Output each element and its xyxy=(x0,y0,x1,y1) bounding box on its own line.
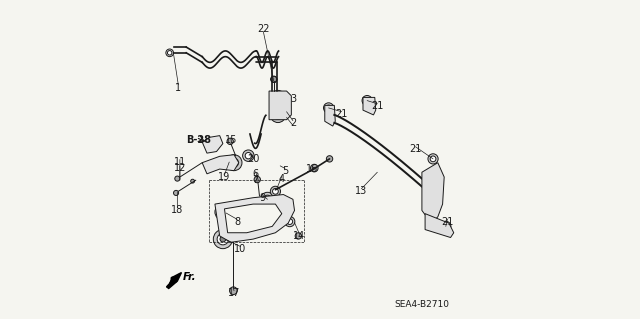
Text: 3: 3 xyxy=(290,94,296,104)
Text: 4: 4 xyxy=(279,174,285,184)
Text: 7: 7 xyxy=(253,175,259,185)
Circle shape xyxy=(221,210,225,214)
Circle shape xyxy=(215,204,231,220)
Text: 19: 19 xyxy=(218,172,230,182)
Circle shape xyxy=(285,217,295,227)
Circle shape xyxy=(227,138,234,145)
Circle shape xyxy=(245,152,252,159)
Text: 11: 11 xyxy=(173,157,186,167)
Polygon shape xyxy=(166,272,182,288)
Text: Fr.: Fr. xyxy=(182,272,196,282)
Circle shape xyxy=(276,113,280,117)
Circle shape xyxy=(204,138,216,150)
Circle shape xyxy=(273,189,278,194)
Polygon shape xyxy=(422,163,444,223)
Circle shape xyxy=(326,105,332,111)
Circle shape xyxy=(323,103,333,113)
Text: 20: 20 xyxy=(247,154,259,165)
Circle shape xyxy=(428,154,438,164)
Circle shape xyxy=(175,176,180,181)
Text: 6: 6 xyxy=(253,169,259,179)
Circle shape xyxy=(274,93,282,101)
Circle shape xyxy=(226,155,242,171)
Circle shape xyxy=(273,110,282,119)
Polygon shape xyxy=(269,91,291,120)
Circle shape xyxy=(270,186,280,197)
Text: 15: 15 xyxy=(225,135,237,145)
Circle shape xyxy=(310,164,318,172)
Text: 22: 22 xyxy=(257,24,269,34)
Text: 9: 9 xyxy=(260,193,266,203)
Text: 1: 1 xyxy=(175,83,181,93)
Circle shape xyxy=(213,230,232,249)
Circle shape xyxy=(243,150,254,161)
Circle shape xyxy=(441,221,451,232)
Text: 21: 21 xyxy=(335,109,348,119)
Circle shape xyxy=(270,107,285,122)
Circle shape xyxy=(220,236,226,242)
Text: 8: 8 xyxy=(234,217,240,226)
Text: 14: 14 xyxy=(293,231,305,241)
Polygon shape xyxy=(324,105,335,126)
Text: 10: 10 xyxy=(234,244,246,254)
Text: 2: 2 xyxy=(290,118,296,128)
Text: 18: 18 xyxy=(172,205,184,215)
Text: 12: 12 xyxy=(173,163,186,174)
Text: 21: 21 xyxy=(371,101,383,111)
Circle shape xyxy=(430,156,436,162)
Text: 17: 17 xyxy=(228,288,240,298)
Circle shape xyxy=(364,98,370,103)
Circle shape xyxy=(173,190,179,196)
Circle shape xyxy=(287,219,292,225)
Circle shape xyxy=(230,158,239,167)
Polygon shape xyxy=(202,155,239,174)
Circle shape xyxy=(263,195,271,204)
Text: 5: 5 xyxy=(282,166,288,176)
Circle shape xyxy=(260,192,275,206)
Circle shape xyxy=(271,76,277,82)
Circle shape xyxy=(217,234,228,245)
Text: 16: 16 xyxy=(306,164,318,174)
Circle shape xyxy=(431,189,436,194)
Polygon shape xyxy=(215,195,294,242)
Circle shape xyxy=(326,156,333,162)
Circle shape xyxy=(431,206,436,211)
Circle shape xyxy=(191,179,195,183)
Text: 13: 13 xyxy=(355,186,367,196)
Circle shape xyxy=(443,224,449,229)
Circle shape xyxy=(362,95,372,106)
Text: B-28: B-28 xyxy=(186,135,211,145)
Circle shape xyxy=(295,233,301,239)
Circle shape xyxy=(230,287,237,294)
Polygon shape xyxy=(425,214,454,238)
Polygon shape xyxy=(225,204,282,233)
Text: 21: 21 xyxy=(410,144,422,154)
Circle shape xyxy=(166,49,173,57)
Polygon shape xyxy=(202,136,223,153)
Polygon shape xyxy=(363,97,376,115)
Circle shape xyxy=(271,90,285,104)
Circle shape xyxy=(254,176,260,183)
Circle shape xyxy=(207,141,213,147)
Text: 21: 21 xyxy=(441,217,454,226)
Circle shape xyxy=(426,170,431,175)
Text: SEA4-B2710: SEA4-B2710 xyxy=(394,300,449,309)
Circle shape xyxy=(168,51,172,55)
Circle shape xyxy=(218,207,228,217)
